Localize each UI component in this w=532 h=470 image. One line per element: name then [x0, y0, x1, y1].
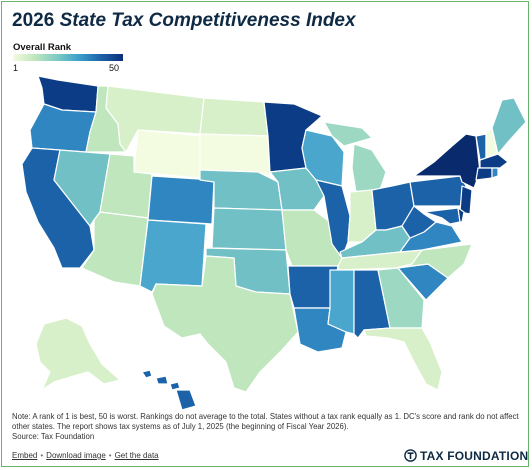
state-mississippi[interactable] [327, 269, 355, 335]
state-new-mexico[interactable] [139, 219, 207, 293]
state-north-carolina[interactable] [395, 243, 473, 279]
state-south-dakota[interactable] [199, 133, 271, 177]
source-text: Source: Tax Foundation [12, 432, 95, 441]
tax-foundation-logo-text: TAX FOUNDATION [420, 449, 529, 463]
footnote: Note: A rank of 1 is best, 50 is worst. … [12, 412, 524, 442]
state-delaware[interactable] [457, 207, 465, 223]
state-new-jersey[interactable] [459, 185, 473, 215]
state-michigan-upper[interactable] [323, 121, 373, 147]
state-georgia[interactable] [377, 267, 425, 329]
legend-min-label: 1 [13, 63, 19, 73]
note-text: Note: A rank of 1 is best, 50 is worst. … [12, 412, 519, 431]
state-alaska[interactable] [35, 317, 121, 391]
embed-link[interactable]: Embed [12, 451, 38, 460]
state-kansas[interactable] [211, 207, 287, 251]
state-florida[interactable] [363, 327, 443, 391]
state-texas[interactable] [151, 255, 299, 393]
state-colorado[interactable] [147, 175, 215, 225]
state-maine[interactable] [491, 97, 527, 155]
state-north-dakota[interactable] [199, 97, 269, 137]
footer-links: Embed • Download image • Get the data [12, 451, 159, 460]
state-connecticut[interactable] [475, 167, 493, 181]
get-the-data-link[interactable]: Get the data [114, 451, 159, 460]
page-title: 2026 State Tax Competitiveness Index [12, 10, 356, 31]
state-pennsylvania[interactable] [409, 175, 467, 207]
tax-foundation-logo-icon [404, 449, 417, 462]
state-new-york[interactable] [413, 133, 481, 189]
tax-foundation-logo[interactable]: TAX FOUNDATION [404, 448, 529, 464]
state-oregon[interactable] [29, 103, 97, 153]
us-state-map [21, 75, 527, 411]
state-hawaii[interactable] [141, 369, 197, 411]
state-maryland[interactable] [423, 207, 461, 225]
legend-gradient-bar [13, 54, 123, 61]
legend-title: Overall Rank [13, 42, 72, 53]
state-wyoming[interactable] [133, 129, 203, 179]
legend-max-label: 50 [109, 63, 120, 73]
state-massachusetts[interactable] [479, 153, 509, 169]
state-rhode-island[interactable] [491, 167, 499, 179]
download-image-link[interactable]: Download image [46, 451, 106, 460]
state-michigan[interactable] [351, 143, 387, 193]
